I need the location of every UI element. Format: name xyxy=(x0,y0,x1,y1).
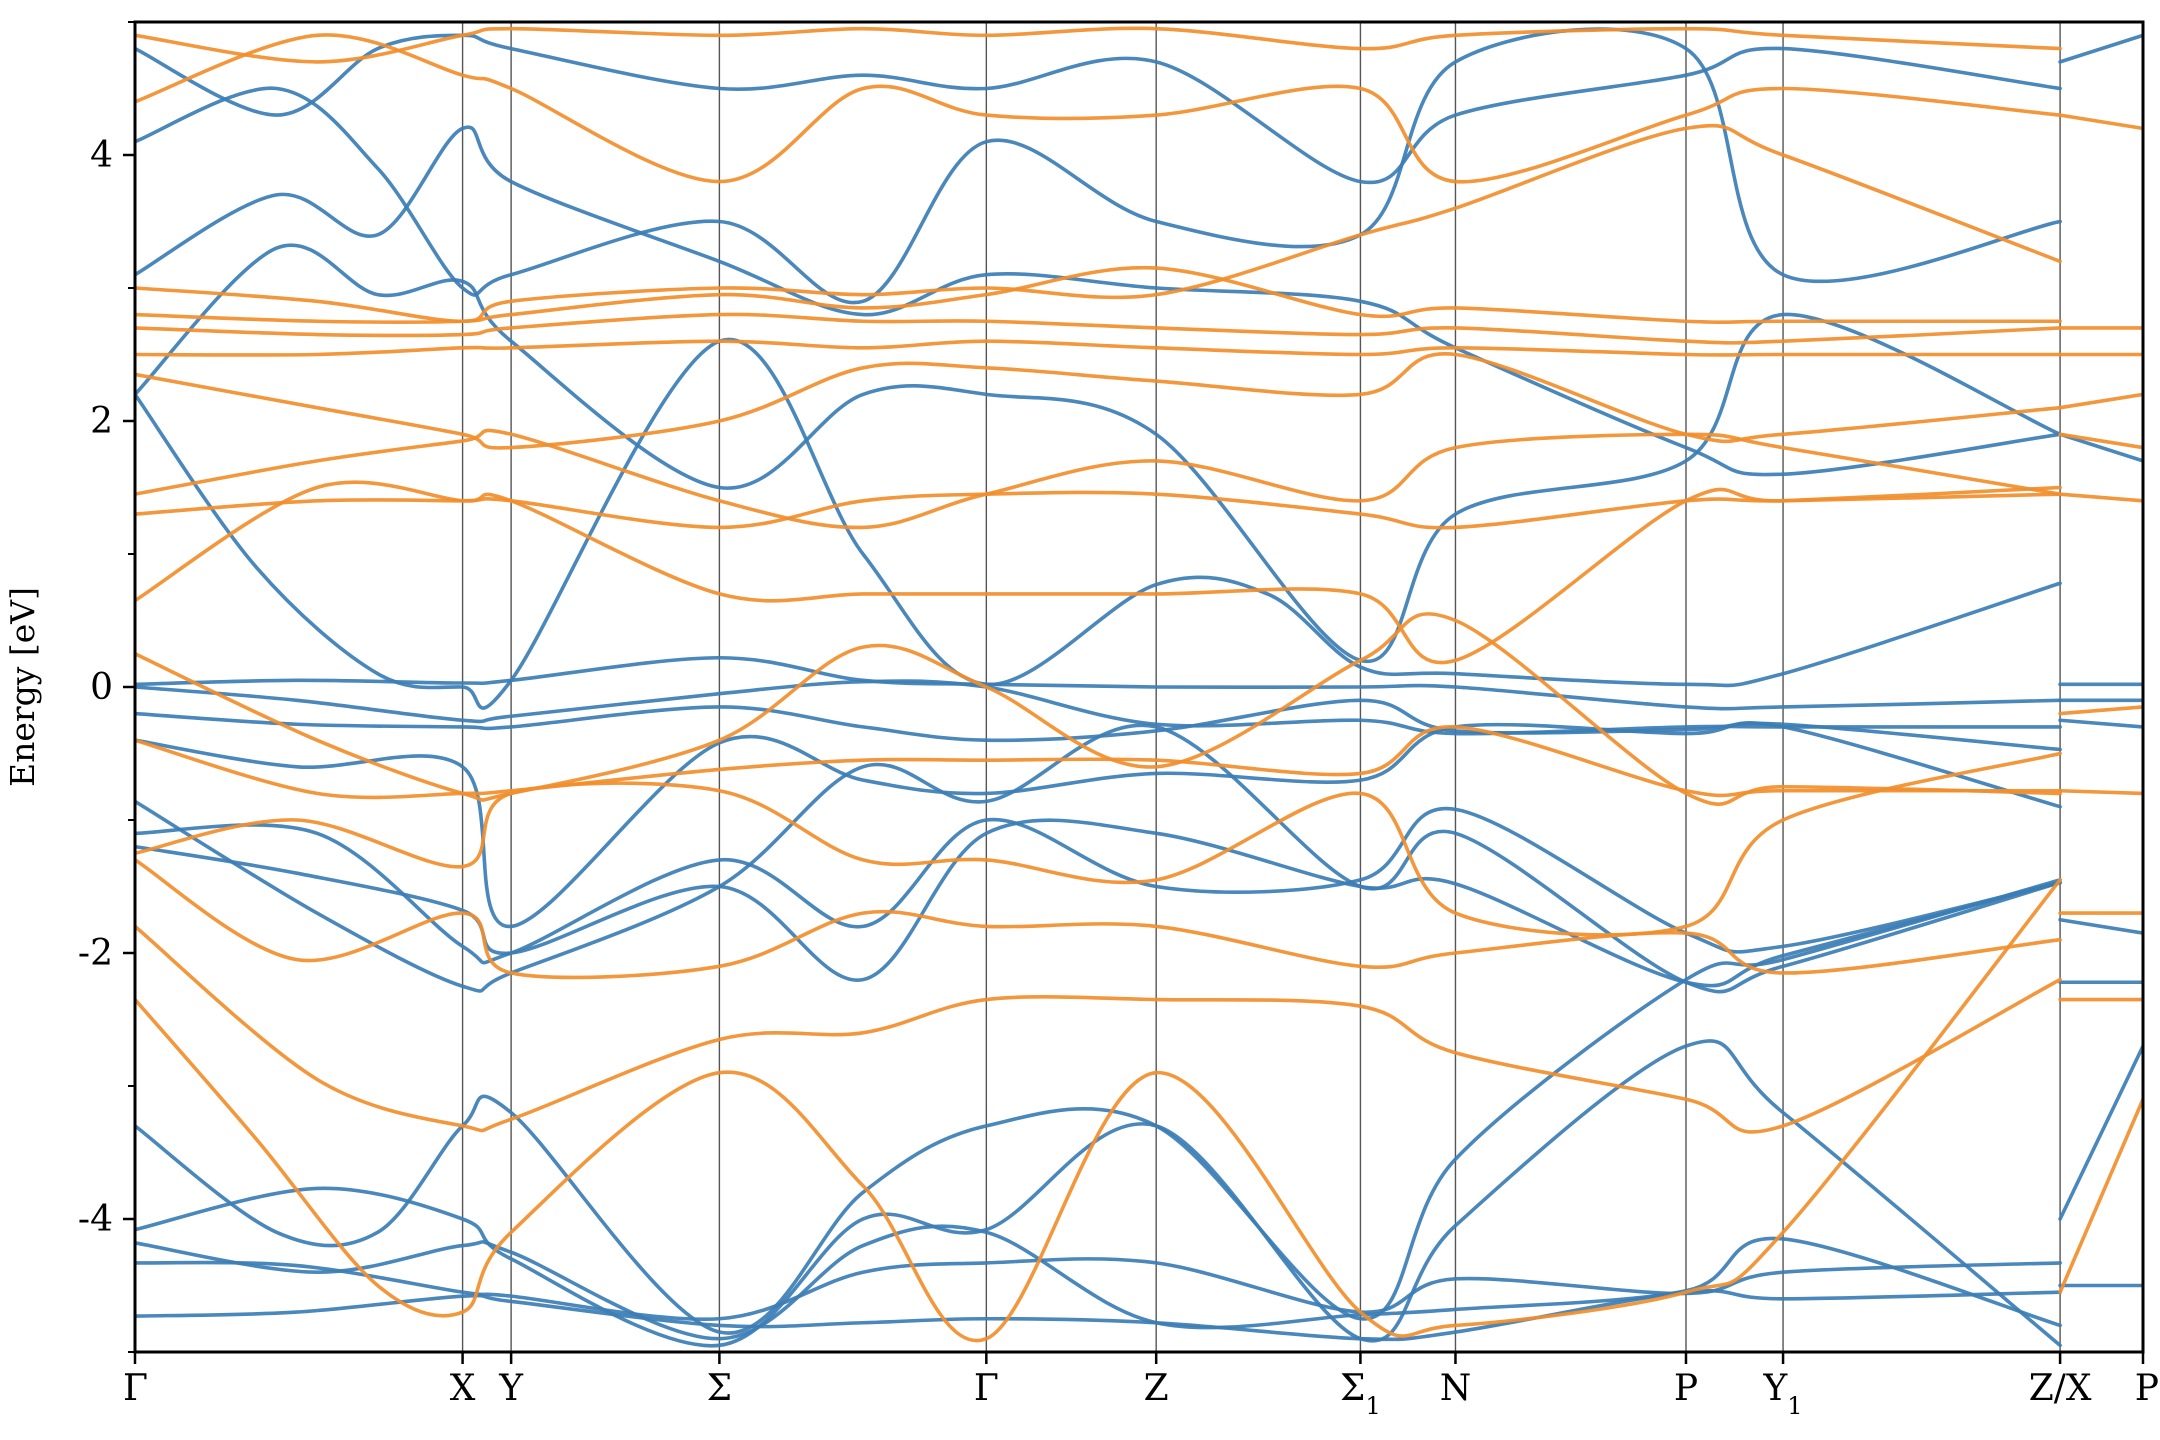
x-tick-label: Γ xyxy=(123,1368,148,1409)
band-line-orange xyxy=(135,312,2062,345)
x-tick-label: P xyxy=(1674,1368,1698,1409)
band-line-blue xyxy=(135,723,2062,994)
x-tick-label: X xyxy=(450,1368,476,1409)
x-tick-label: Σ1 xyxy=(1340,1368,1381,1420)
band-line-blue xyxy=(135,125,2062,477)
band-line-blue xyxy=(135,721,2062,929)
band-line-orange xyxy=(135,878,2062,1343)
band-line-orange xyxy=(2058,432,2143,450)
band-line-orange xyxy=(2058,113,2143,131)
band-line-orange xyxy=(135,924,2062,1134)
x-tick-label: Σ xyxy=(707,1368,732,1409)
y-tick-label: 2 xyxy=(90,401,113,442)
band-line-blue xyxy=(135,1224,2062,1341)
band-line-orange xyxy=(135,26,2062,64)
y-tick-label: -4 xyxy=(78,1199,113,1240)
band-lines xyxy=(135,26,2143,1348)
x-tick-label: Γ xyxy=(974,1368,999,1409)
band-line-blue xyxy=(2058,1044,2143,1221)
band-line-orange xyxy=(2058,1097,2143,1294)
band-line-orange xyxy=(2058,705,2143,716)
band-line-orange xyxy=(135,490,2062,530)
band-line-orange xyxy=(135,612,2062,806)
band-line-blue xyxy=(2058,917,2143,935)
band-line-blue xyxy=(2058,33,2143,64)
y-axis-label: Energy [eV] xyxy=(3,587,42,787)
band-line-orange xyxy=(135,339,2062,357)
x-tick-label: N xyxy=(1440,1368,1472,1409)
band-line-orange xyxy=(135,123,2062,324)
band-line-blue xyxy=(135,679,2062,736)
band-line-blue xyxy=(135,655,2062,711)
band-line-orange xyxy=(2058,788,2143,796)
band-line-orange xyxy=(135,33,2062,184)
band-line-blue xyxy=(135,27,2062,305)
y-tick-label: 0 xyxy=(90,667,113,708)
x-axis: Γ X Y Σ Γ Z Σ1 N P Y1 Z/X P xyxy=(123,1352,2159,1420)
x-tick-label: P xyxy=(2135,1368,2159,1409)
band-line-orange xyxy=(135,351,2062,450)
band-line-orange xyxy=(2058,492,2143,503)
band-line-blue xyxy=(135,243,2062,664)
band-line-blue xyxy=(135,33,2062,185)
band-line-orange xyxy=(2058,392,2143,410)
band-line-blue xyxy=(135,1039,2062,1348)
band-line-orange xyxy=(135,858,2062,980)
band-line-blue xyxy=(2058,432,2143,463)
band-line-blue xyxy=(135,698,2062,752)
band-line-orange xyxy=(135,751,2062,937)
band-line-blue xyxy=(2058,718,2143,729)
y-tick-label: -2 xyxy=(78,933,113,974)
x-tick-label: Y1 xyxy=(1763,1368,1803,1420)
band-line-blue xyxy=(135,1257,2062,1322)
x-tick-label: Y xyxy=(498,1368,524,1409)
y-tick-label: 4 xyxy=(90,135,113,176)
x-tick-label: Z/X xyxy=(2029,1368,2092,1409)
x-tick-label: Z xyxy=(1144,1368,1169,1409)
band-line-blue xyxy=(135,878,2062,1335)
y-axis: -4 -2 0 2 4 xyxy=(78,21,135,1353)
